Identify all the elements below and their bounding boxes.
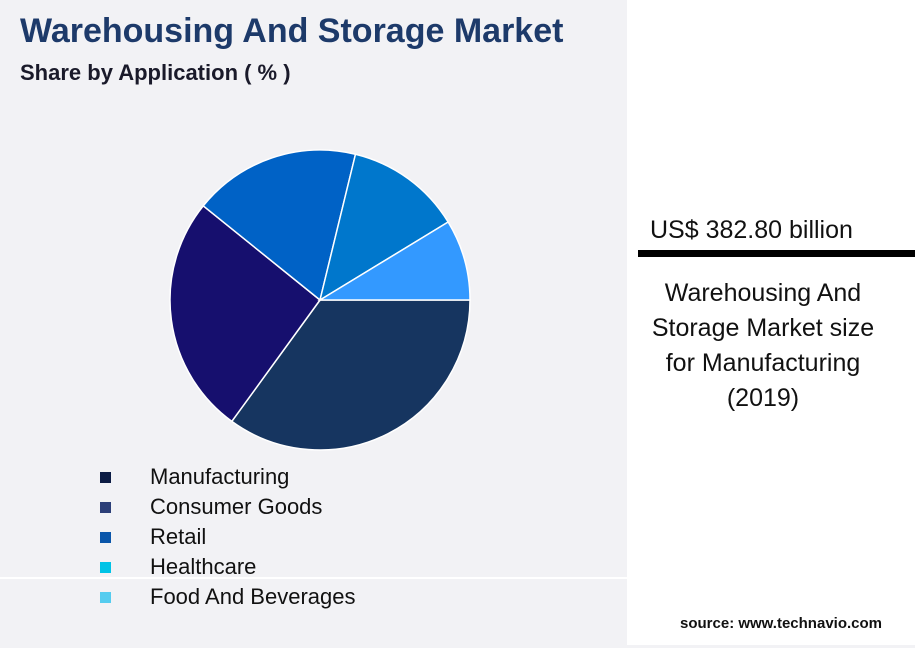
legend: Manufacturing Consumer Goods Retail Healthc… [100,462,355,612]
source-note: source: www.technavio.com [680,615,882,632]
legend-item: Retail [100,522,355,552]
legend-label: Manufacturing [150,464,290,489]
legend-label: Food And Beverages [150,584,356,609]
legend-item: Food And Beverages [100,582,355,612]
stat-description: Warehousing And Storage Market size for … [651,279,875,412]
pie-chart [169,149,471,451]
legend-label: Consumer Goods [150,494,323,519]
legend-swatch [100,561,111,573]
legend-item: Manufacturing [100,462,355,492]
stat-panel [627,0,915,645]
chart-subtitle: Share by Application ( % ) [20,60,291,85]
legend-item: Consumer Goods [100,492,355,522]
legend-label: Healthcare [150,554,257,579]
legend-swatch [100,591,111,603]
legend-swatch [100,501,111,513]
pie-slice-healthcare [318,153,450,302]
pie-slice-consumer-goods [169,204,322,423]
pie-slice-manufacturing [230,299,471,451]
stat-divider [638,250,915,257]
legend-swatch [100,471,111,483]
legend-swatch [100,531,111,543]
chart-title: Warehousing And Storage Market [20,12,564,50]
legend-label: Retail [150,524,207,549]
divider [0,577,627,579]
stat-value: US$ 382.80 billion [650,216,853,244]
legend-item: Healthcare [100,552,355,582]
pie-slice-food-and-beverages [317,220,471,301]
pie-slice-retail [202,149,357,302]
